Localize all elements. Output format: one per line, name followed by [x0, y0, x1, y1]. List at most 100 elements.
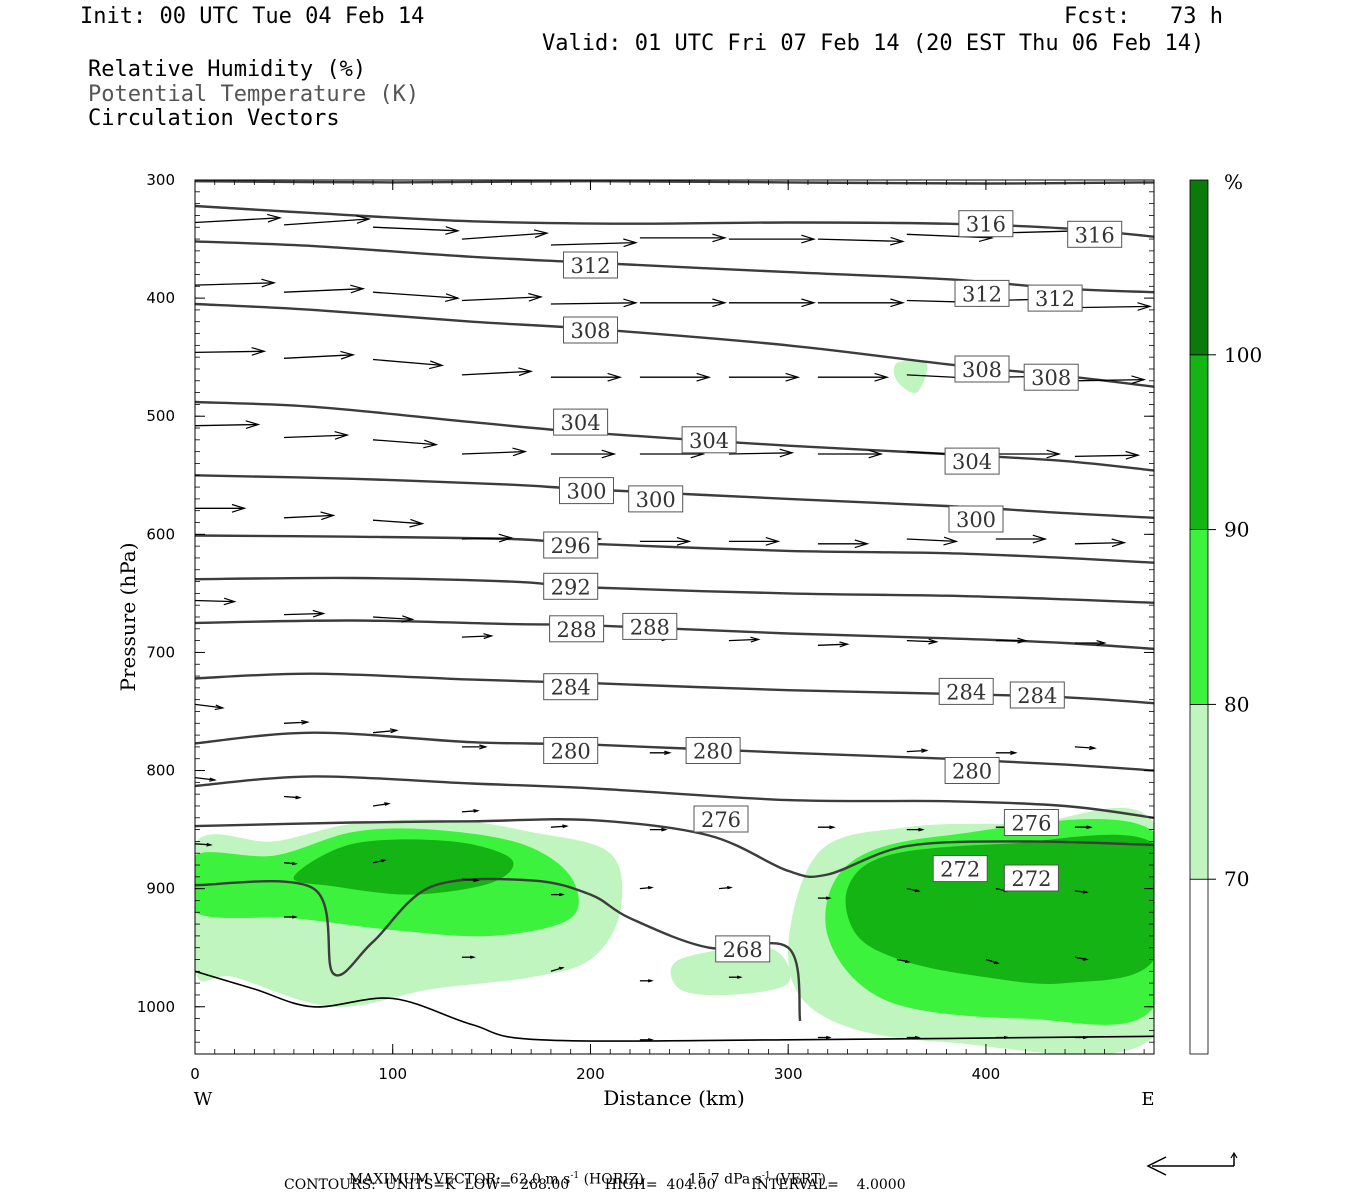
theta-contour-316: [195, 204, 1154, 238]
vector-shaft: [461, 810, 478, 813]
circulation-vector: [817, 641, 850, 648]
circulation-vector: [284, 915, 298, 919]
vector-shaft: [283, 514, 334, 519]
vector-head: [245, 420, 261, 429]
contour-label-text: 288: [630, 615, 670, 639]
circulation-vector: [372, 358, 445, 370]
circulation-vector: [728, 448, 795, 458]
circulation-vector: [639, 1038, 654, 1042]
vector-head: [712, 233, 727, 243]
vector-shaft: [372, 439, 437, 446]
circulation-vector: [817, 539, 870, 549]
vector-shaft: [283, 434, 348, 439]
circulation-vector: [718, 886, 733, 890]
contour-label-text: 272: [940, 858, 980, 882]
contour-label-text: 304: [561, 411, 601, 435]
circulation-vector: [995, 449, 1062, 459]
contour-label: 284: [1009, 681, 1065, 709]
vector-head: [512, 447, 528, 457]
max-horiz-exp: -1: [570, 1171, 580, 1181]
contour-label-text: 304: [952, 450, 992, 474]
vector-head: [558, 966, 565, 970]
y-axis-title: Pressure (hPa): [116, 543, 140, 692]
vector-head: [623, 238, 638, 248]
circulation-vector: [728, 234, 816, 244]
circulation-vector: [728, 636, 761, 643]
vector-shaft: [728, 452, 793, 455]
contour-label-text: 300: [566, 480, 606, 504]
colorbar-level-label: 90: [1224, 518, 1249, 542]
vector-head: [445, 226, 461, 235]
contour-label: 280: [543, 737, 599, 764]
vector-shaft: [283, 721, 308, 724]
circulation-vector: [817, 825, 836, 830]
colorbar-level-label: 70: [1224, 867, 1249, 891]
contour-label: 276: [1003, 809, 1059, 836]
vector-shaft: [372, 358, 443, 367]
colorbar-box: [1189, 704, 1209, 880]
circulation-vector: [817, 236, 905, 246]
vector-head: [1046, 449, 1062, 459]
vector-shaft: [1074, 746, 1095, 749]
vector-head: [320, 511, 336, 521]
circulation-vector: [195, 842, 213, 847]
vector-head: [801, 234, 816, 244]
contour-label-box: [938, 677, 994, 705]
vector-head: [479, 744, 488, 750]
vector-shaft: [461, 537, 512, 540]
contour-label-box: [1009, 681, 1065, 709]
circulation-vector: [372, 226, 461, 235]
contour-label: 280: [685, 737, 741, 764]
contour-label: 308: [1023, 363, 1079, 391]
x-tick-label: 100: [378, 1065, 407, 1083]
circulation-vector: [461, 878, 480, 883]
x-tick-label: 400: [972, 1065, 1001, 1083]
vector-head: [918, 827, 925, 832]
contour-label: 304: [944, 447, 1000, 475]
vector-head: [223, 597, 237, 606]
vector-head: [921, 748, 929, 753]
vector-shaft: [906, 639, 937, 643]
vector-shaft: [1074, 305, 1151, 309]
theta-contour-312: [195, 240, 1154, 294]
vector-shaft: [195, 843, 211, 846]
circulation-vector: [1074, 745, 1097, 751]
vector-head: [1131, 375, 1147, 385]
contour-label-text: 300: [636, 488, 676, 512]
contour-label-box: [563, 251, 618, 279]
contour-label-box: [944, 757, 1000, 784]
contour-label: 312: [954, 279, 1010, 307]
contours-info: CONTOURS: UNITS=K LOW= 268.00 HIGH= 404.…: [284, 1177, 906, 1193]
circulation-vector: [1074, 302, 1153, 311]
circulation-vector: [1074, 375, 1147, 385]
contour-label-text: 292: [551, 575, 591, 599]
circulation-vector: [1074, 1035, 1089, 1040]
circulation-vector: [372, 291, 461, 302]
circulation-vector: [639, 537, 692, 546]
contour-label-text: 312: [962, 282, 1002, 306]
vector-shaft: [195, 703, 223, 709]
contour-label-text: 284: [551, 676, 591, 700]
contour-label-box: [553, 408, 609, 436]
theta-contour-280: [195, 731, 1154, 772]
east-label: E: [1141, 1089, 1154, 1110]
contour-label-text: 308: [962, 358, 1002, 382]
circulation-vector: [461, 533, 514, 543]
vector-shaft: [195, 282, 275, 286]
theta-contours: [195, 180, 1154, 1022]
y-tick-label: 900: [146, 880, 175, 898]
init-time: Init: 00 UTC Tue 04 Feb 14: [80, 4, 425, 29]
vector-shaft: [283, 218, 370, 226]
circulation-vector: [372, 615, 415, 623]
vector-head: [839, 641, 850, 648]
vector-head: [498, 533, 514, 543]
vector-head: [291, 861, 298, 866]
circulation-vector: [461, 292, 544, 302]
max-vert-tag: (VERT): [770, 1171, 826, 1188]
contour-label-text: 280: [551, 740, 591, 764]
contour-label-box: [954, 355, 1010, 383]
vector-shaft: [283, 612, 324, 616]
vector-head: [661, 827, 668, 832]
circulation-vector: [195, 503, 247, 513]
vector-head: [868, 449, 884, 459]
